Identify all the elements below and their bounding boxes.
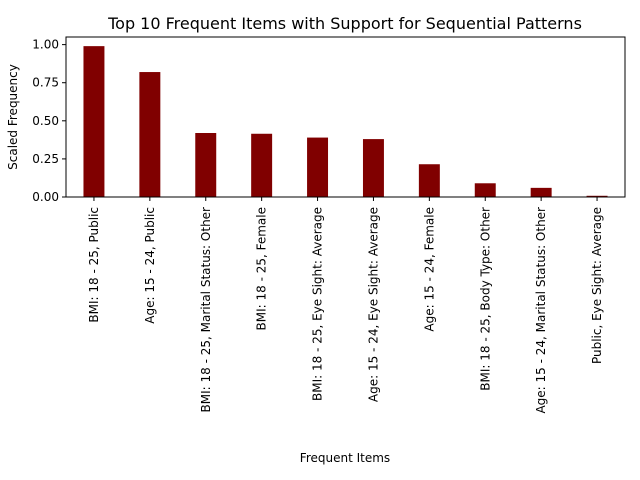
chart-title: Top 10 Frequent Items with Support for S…	[107, 14, 582, 33]
x-axis-label: Frequent Items	[300, 451, 390, 465]
y-axis: 0.00 0.25 0.50 0.75 1.00	[32, 38, 66, 204]
x-tick-label: BMI: 18 - 25, Body Type: Other	[478, 207, 492, 391]
y-tick-label: 1.00	[32, 38, 59, 52]
bar	[139, 72, 161, 197]
bar	[418, 164, 440, 197]
y-tick-label: 0.50	[32, 114, 59, 128]
bar	[195, 133, 217, 197]
x-tick-label: BMI: 18 - 25, Female	[255, 207, 269, 331]
x-tick-label: BMI: 18 - 25, Marital Status: Other	[199, 207, 213, 413]
x-tick-label: Age: 15 - 24, Female	[422, 207, 436, 332]
x-tick-label: Age: 15 - 24, Marital Status: Other	[534, 207, 548, 414]
x-tick-label: Public, Eye Sight: Average	[590, 207, 604, 364]
plot-frame	[65, 36, 626, 198]
bar	[251, 133, 273, 197]
bar	[307, 137, 329, 197]
x-tick-label: BMI: 18 - 25, Public	[87, 207, 101, 323]
y-axis-label: Scaled Frequency	[6, 64, 20, 170]
x-tick-label: Age: 15 - 24, Public	[143, 207, 157, 324]
x-tick-label: BMI: 18 - 25, Eye Sight: Average	[311, 207, 325, 401]
bar	[586, 195, 608, 197]
y-tick-label: 0.00	[32, 190, 59, 204]
bar	[530, 187, 552, 197]
bar	[83, 46, 105, 198]
bar	[474, 183, 496, 197]
x-axis: BMI: 18 - 25, Public Age: 15 - 24, Public…	[87, 197, 604, 414]
y-tick-label: 0.25	[32, 152, 59, 166]
bar	[362, 139, 384, 197]
bars	[83, 46, 608, 198]
y-tick-label: 0.75	[32, 76, 59, 90]
x-tick-label: Age: 15 - 24, Eye Sight: Average	[366, 207, 380, 402]
